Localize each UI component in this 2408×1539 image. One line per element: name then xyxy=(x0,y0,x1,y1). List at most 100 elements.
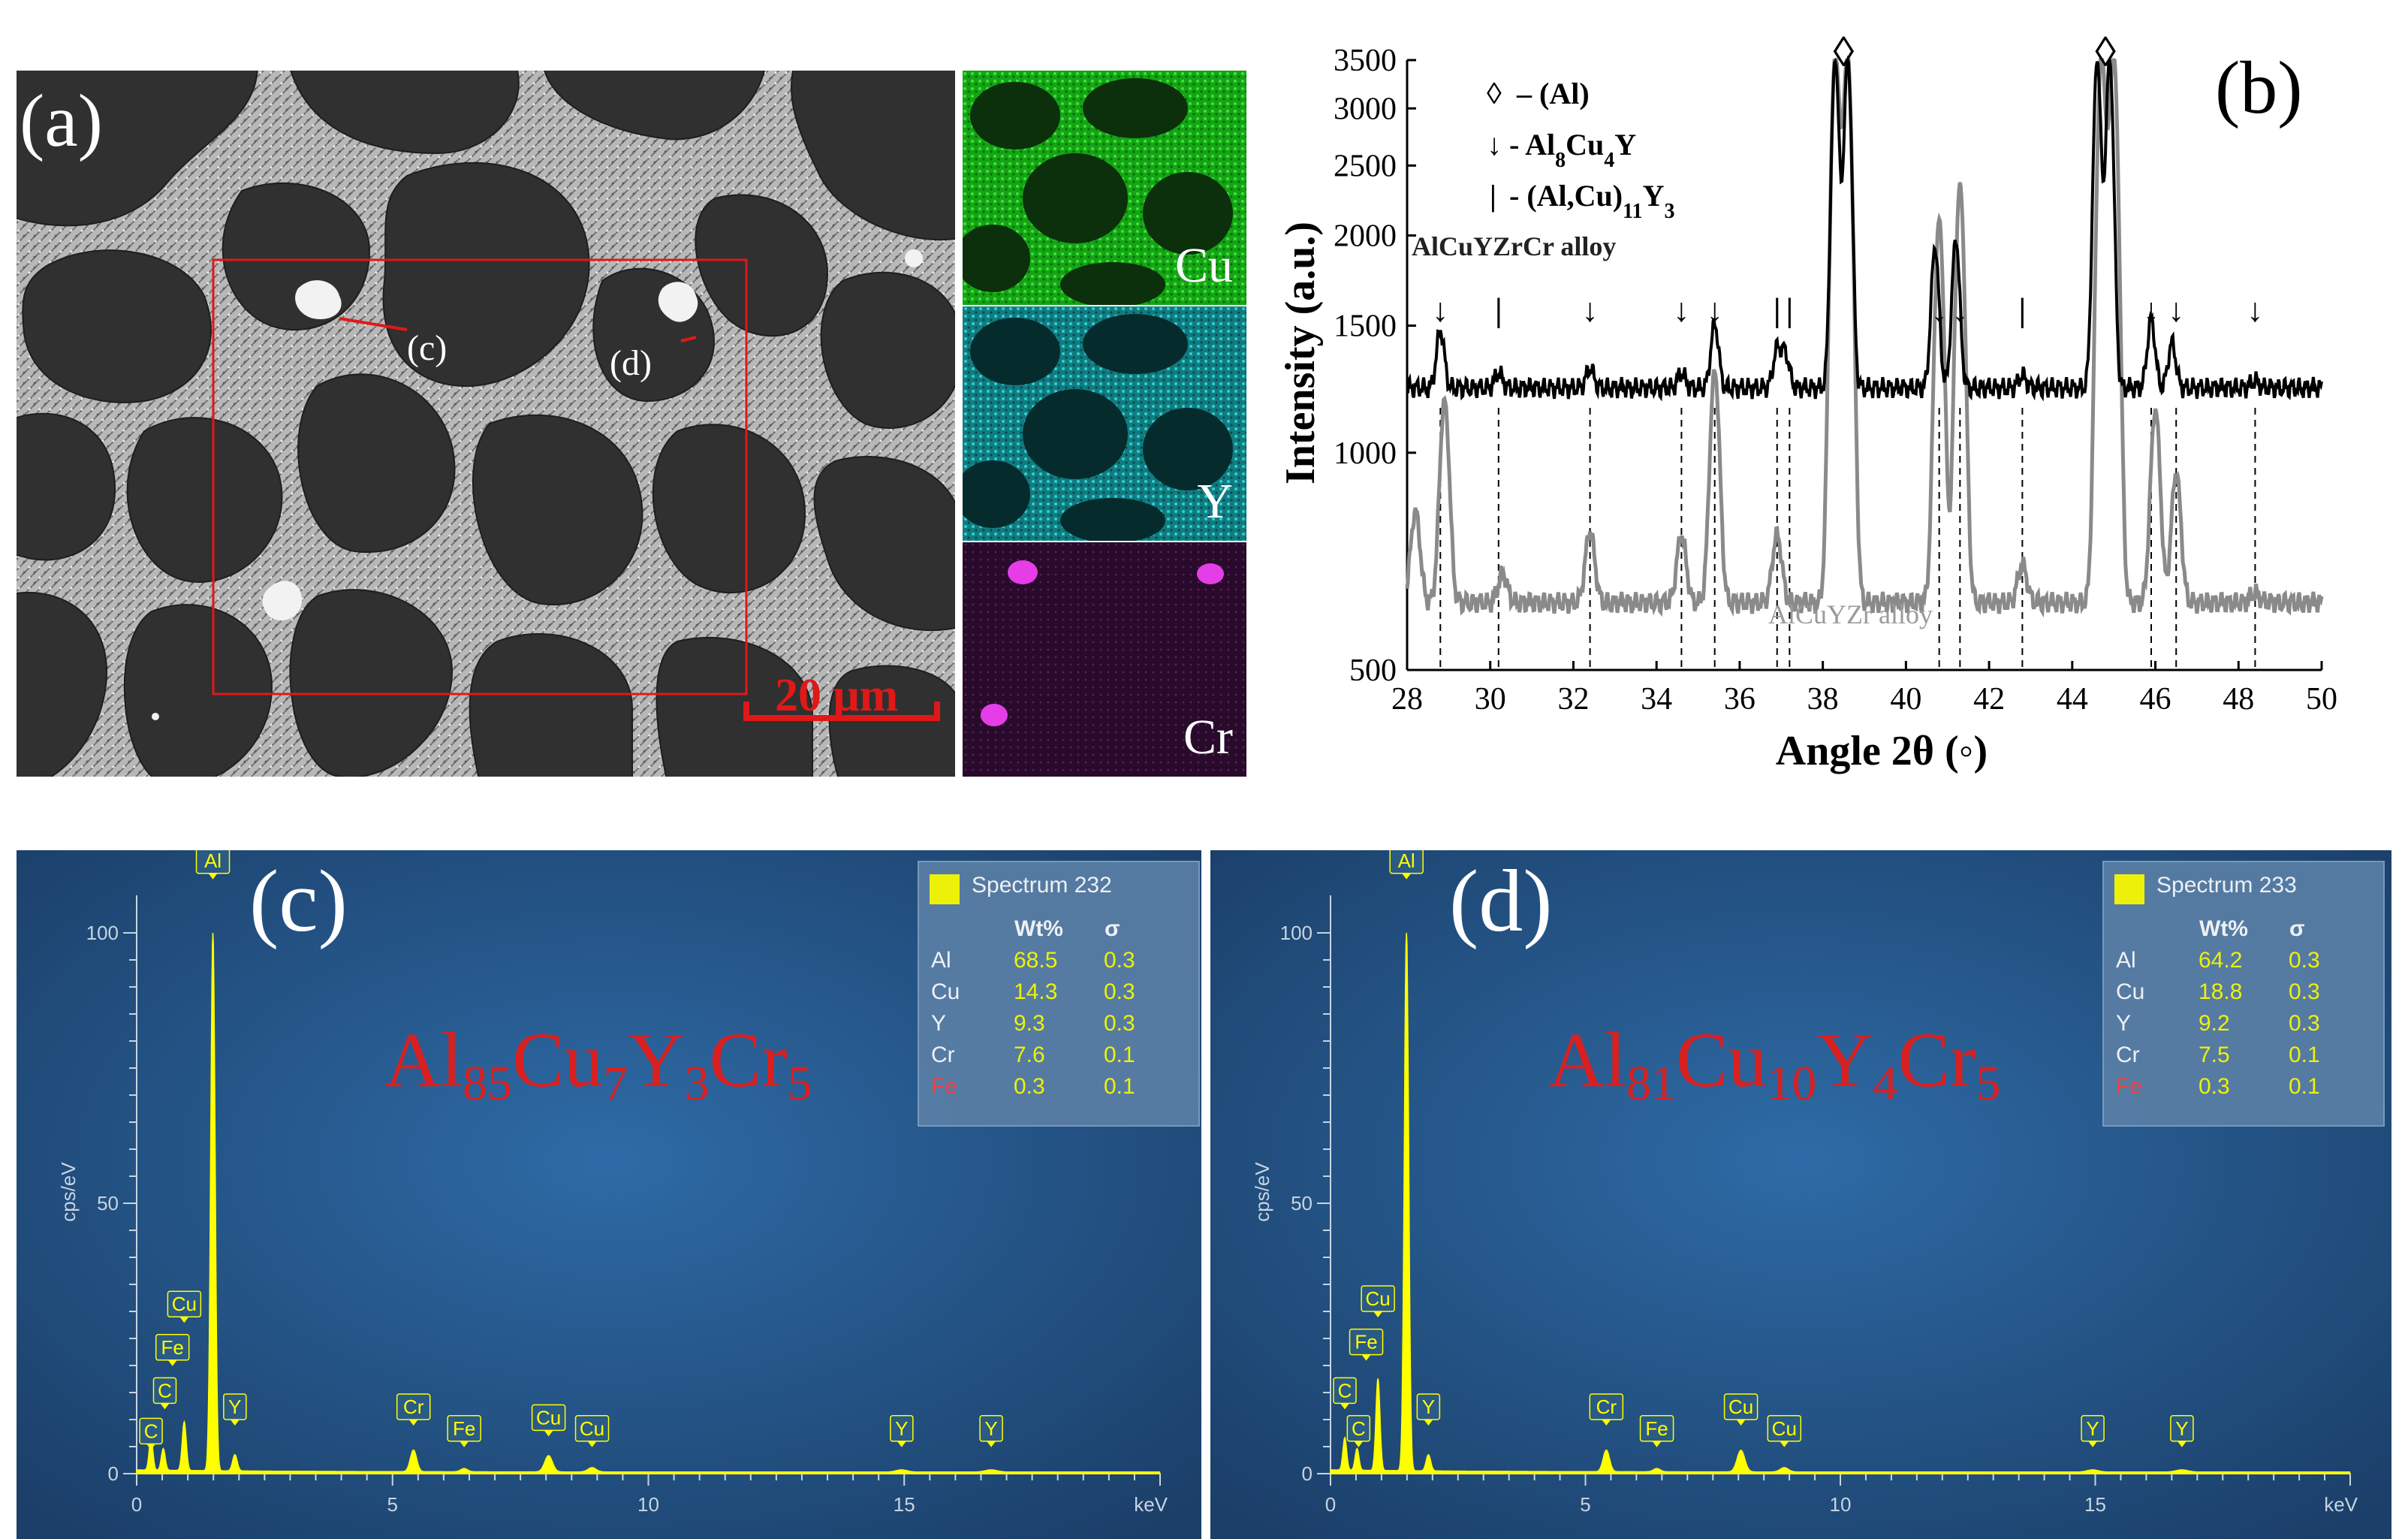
x-tick-label: 42 xyxy=(1973,682,2005,717)
x-tick-label: 28 xyxy=(1391,682,1423,717)
element-cell: Cr xyxy=(931,1043,955,1067)
table-row: Fe 0.3 0.1 xyxy=(931,1071,1179,1103)
peak-label-cr: Cr xyxy=(396,1393,431,1426)
formula-element: Y xyxy=(628,1017,685,1103)
y-tick-label: 2500 xyxy=(1334,149,1397,183)
element-cell: Cr xyxy=(2116,1043,2140,1067)
wt-cell: 0.3 xyxy=(2199,1074,2230,1099)
y-tick-label: 100 xyxy=(1280,922,1312,944)
y-tick-label: 500 xyxy=(1349,653,1397,688)
series-alcuyzr-line xyxy=(1405,58,2324,618)
peak-label-al: Al xyxy=(195,850,231,880)
wt-cell: 18.8 xyxy=(2199,979,2243,1004)
spectrum-title: Spectrum 233 xyxy=(2156,873,2297,898)
peak-label-fe: Fe xyxy=(155,1334,190,1366)
peak-marker: ↓ xyxy=(1931,292,1948,329)
svg-text:Cu: Cu xyxy=(536,1406,561,1429)
eds-maps: Cu Y Cr xyxy=(963,71,1246,777)
y-map: Y xyxy=(963,306,1246,541)
formula-element: Cr xyxy=(709,1017,788,1103)
formula-element: Al xyxy=(384,1017,463,1103)
spectrum-fill xyxy=(1330,932,2352,1474)
formula-subscript: 3 xyxy=(684,1056,710,1111)
sigma-cell: 0.3 xyxy=(2289,948,2320,973)
peak-marker: | xyxy=(1495,292,1502,329)
panel-c-tag: (c) xyxy=(249,852,348,950)
formula-element: Cu xyxy=(512,1017,604,1103)
svg-text:Y: Y xyxy=(228,1396,241,1418)
sigma-cell: 0.1 xyxy=(2289,1074,2320,1099)
svg-text:Fe: Fe xyxy=(1355,1331,1377,1353)
table-header: σ xyxy=(2289,916,2305,941)
peak-label-c: C xyxy=(152,1377,177,1410)
peak-label-fe: Fe xyxy=(447,1415,481,1447)
y-tick-label: 2000 xyxy=(1334,219,1397,254)
series-alcuyzrcr-line xyxy=(1406,55,2323,402)
element-cell: Cu xyxy=(931,979,960,1004)
peak-label-y: Y xyxy=(1416,1393,1441,1426)
y-tick-label: 100 xyxy=(86,922,119,944)
wt-cell: 0.3 xyxy=(1014,1074,1045,1099)
peak-label-y: Y xyxy=(223,1393,247,1426)
peak-label-c: C xyxy=(1346,1415,1371,1447)
scale-bar xyxy=(743,715,940,721)
wt-cell: 9.2 xyxy=(2199,1011,2230,1036)
peak-label-cu: Cu xyxy=(574,1415,610,1447)
svg-text:Al: Al xyxy=(204,850,222,872)
table-header: Wt% xyxy=(1014,916,1063,941)
table-header xyxy=(931,913,1014,945)
sigma-cell: 0.1 xyxy=(1104,1043,1135,1067)
sem-micrograph: (c) (d) (a) 20 μm xyxy=(17,71,955,777)
formula-element: Cu xyxy=(1676,1017,1768,1103)
element-cell: Cu xyxy=(2116,979,2145,1004)
cr-map: Cr xyxy=(963,542,1246,777)
panel-a-tag: (a) xyxy=(20,79,103,162)
svg-text:Al: Al xyxy=(1398,850,1415,872)
y-tick-label: 0 xyxy=(1302,1462,1312,1485)
y-tick-label: 0 xyxy=(108,1462,119,1485)
spectrum-legend-c: Spectrum 232 Wt% σ Al 68.5 0.3 Cu 14.3 0.3 Y 9.3 0… xyxy=(918,861,1200,1127)
series-label-alcuyzrcr: AlCuYZrCr alloy xyxy=(1412,231,1616,261)
xrd-svg: 28 30 32 34 36 38 40 42 44 46 48 50 500 1000 1500 2000 2… xyxy=(1277,29,2337,774)
svg-text:Cr: Cr xyxy=(1596,1396,1617,1418)
formula-subscript: 5 xyxy=(787,1056,812,1111)
formula-element: Al xyxy=(1548,1017,1626,1103)
svg-text:Y: Y xyxy=(2175,1417,2188,1440)
peak-label-al: Al xyxy=(1389,850,1424,880)
peak-label-cu: Cu xyxy=(167,1290,202,1323)
svg-text:C: C xyxy=(144,1420,158,1442)
marker-c-label: (c) xyxy=(407,328,447,368)
peak-label-cu: Cu xyxy=(531,1404,566,1437)
element-cell: Al xyxy=(931,948,951,973)
x-tick-label: 36 xyxy=(1724,682,1756,717)
x-tick-label: 46 xyxy=(2140,682,2171,717)
svg-text:C: C xyxy=(158,1379,172,1402)
legend-al-symbol: ◊ xyxy=(1487,77,1502,110)
formula-element: Cr xyxy=(1897,1017,1976,1103)
peak-marker: ↓ xyxy=(1951,292,1968,329)
legend-al8cu4y-symbol: ↓ xyxy=(1487,128,1502,161)
table-row: Cr 7.5 0.1 xyxy=(2116,1040,2364,1071)
peak-marker: ↓ xyxy=(2143,292,2159,329)
x-tick-label: 30 xyxy=(1475,682,1506,717)
x-tick-label: 15 xyxy=(2084,1493,2106,1516)
peak-label-c: C xyxy=(1333,1377,1357,1410)
wt-cell: 7.6 xyxy=(1014,1043,1045,1067)
y-map-label: Y xyxy=(1197,474,1233,529)
svg-text:Fe: Fe xyxy=(161,1336,184,1359)
peak-marker: ↓ xyxy=(2168,292,2184,329)
peak-label-fe: Fe xyxy=(1349,1328,1384,1361)
sigma-cell: 0.3 xyxy=(2289,979,2320,1004)
y-axis-label: cps/eV xyxy=(57,1162,80,1222)
composition-table: Wt% σ Al 68.5 0.3 Cu 14.3 0.3 Y 9.3 0.3 Cr 7.6 0.1 Fe 0… xyxy=(931,913,1179,1103)
element-cell: Fe xyxy=(2116,1074,2143,1099)
svg-text:Cu: Cu xyxy=(1728,1396,1753,1418)
x-tick-label: 44 xyxy=(2057,682,2088,717)
x-tick-label: 10 xyxy=(637,1493,659,1516)
peak-marker: | xyxy=(2019,292,2027,329)
peak-marker: | xyxy=(1786,292,1793,329)
formula-d: Al81Cu10Y4Cr5 xyxy=(1548,1015,2000,1112)
y-tick-label: 50 xyxy=(97,1192,119,1215)
peak-label-fe: Fe xyxy=(1639,1415,1674,1447)
formula-subscript: 7 xyxy=(603,1056,628,1111)
